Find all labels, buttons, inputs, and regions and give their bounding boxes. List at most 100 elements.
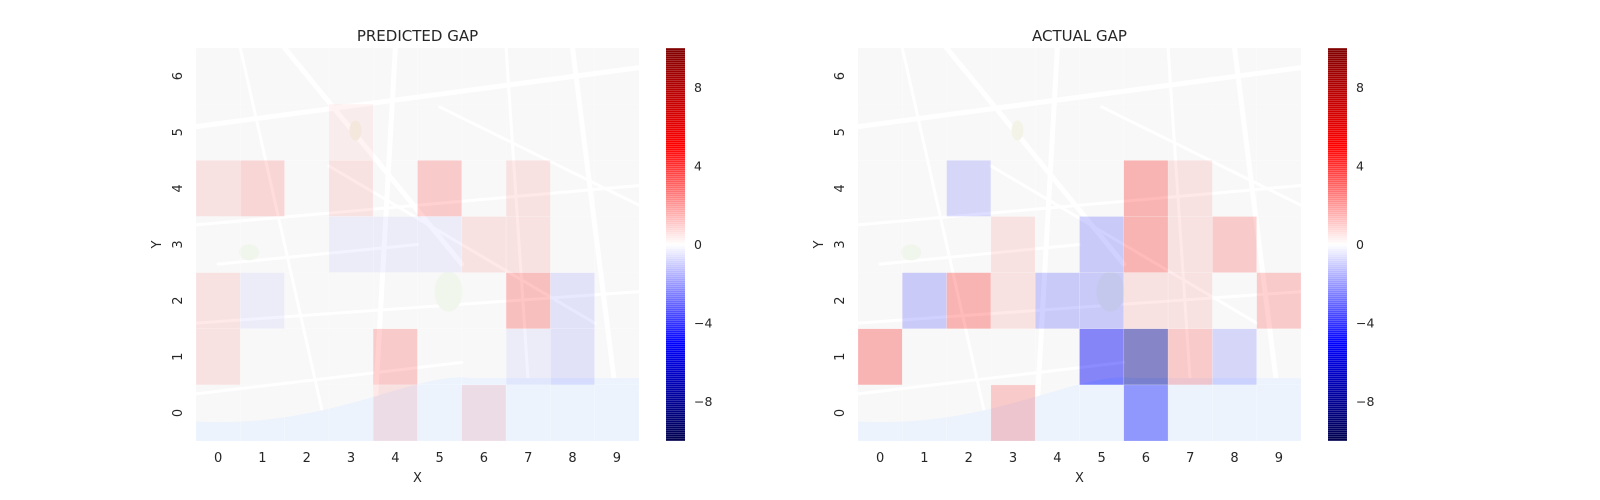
x-tick-label: 3: [1009, 451, 1017, 466]
colorbar-stripes: [1328, 48, 1347, 441]
heatmap-cell: [240, 216, 285, 273]
map-street: [194, 290, 641, 325]
heatmap-cell: [417, 47, 463, 105]
x-tick-label: 4: [391, 451, 399, 466]
heatmap-cell: [284, 160, 330, 217]
x-tick-label: 8: [1230, 451, 1238, 466]
heatmap-cell: [195, 47, 241, 105]
heatmap-cell: [550, 103, 595, 161]
map-street: [855, 65, 1304, 130]
map-street: [238, 46, 331, 443]
heatmap-cell: [284, 216, 330, 273]
map-street: [194, 184, 641, 227]
x-tick-label: 5: [1098, 451, 1106, 466]
y-tick-label: 5: [171, 128, 186, 136]
colorbar: −8 −4 0 4 8: [666, 48, 712, 441]
map-river: [196, 377, 639, 441]
heatmap-cell: [550, 272, 595, 329]
colorbar-tick-label: −8: [694, 394, 712, 409]
heatmap-cell: [284, 384, 330, 442]
heatmap-cell: [902, 328, 947, 386]
heatmap-cell: [372, 103, 418, 161]
heatmap-cell: [328, 328, 374, 386]
heatmap-cell: [1123, 272, 1169, 329]
heatmap-cell: [195, 103, 241, 161]
x-tick-label: 9: [613, 451, 621, 466]
heatmap-cell: [946, 160, 992, 217]
heatmap-cell: [594, 47, 640, 105]
heatmap-cell: [372, 47, 418, 105]
heatmap-cell: [1167, 272, 1213, 329]
heatmap-cell: [990, 384, 1036, 442]
y-tick-label: 2: [171, 297, 186, 305]
x-tick-label: 1: [920, 451, 928, 466]
heatmap-cell: [1212, 384, 1257, 442]
heatmap-cell: [990, 272, 1036, 329]
x-tick-label: 7: [524, 451, 532, 466]
map-street: [856, 360, 1126, 396]
heatmap-cell: [195, 328, 241, 386]
heatmap-cell: [1034, 384, 1080, 442]
heatmap-cell: [417, 160, 463, 217]
map-street: [193, 65, 642, 130]
y-tick-label: 3: [171, 240, 186, 248]
map-street: [1232, 45, 1282, 405]
colorbar-tick-label: 8: [694, 80, 702, 95]
map-park: [239, 244, 260, 261]
x-tick-label: 6: [1142, 451, 1150, 466]
heatmap-cell: [1256, 384, 1302, 442]
x-tick-label: 0: [214, 451, 222, 466]
map-park: [901, 244, 922, 261]
heatmap-cell: [946, 384, 992, 442]
x-axis-label: X: [1075, 471, 1084, 486]
x-tick-label: 1: [258, 451, 266, 466]
heatmap-cell: [1167, 384, 1213, 442]
x-tick-label: 3: [347, 451, 355, 466]
y-tick-label: 0: [833, 409, 848, 417]
heatmap-cell: [195, 160, 241, 217]
map-street: [856, 290, 1303, 325]
heatmap-cell: [195, 272, 241, 329]
map-park: [349, 120, 362, 141]
heatmap-cell: [240, 272, 285, 329]
colorbar-tick-label: 0: [694, 237, 702, 252]
heatmap-cell: [550, 328, 595, 386]
heatmap-cell: [1212, 272, 1257, 329]
heatmap-cell: [594, 384, 640, 442]
x-tick-label: 4: [1053, 451, 1061, 466]
map-street: [1100, 105, 1303, 207]
heatmap-cell: [1256, 272, 1302, 329]
map-street: [1032, 45, 1060, 444]
heatmap-cell: [857, 328, 903, 386]
heatmap-cell: [461, 103, 507, 161]
y-tick-label: 4: [833, 184, 848, 192]
colorbar-tick-label: −4: [1356, 316, 1374, 331]
heatmap-cell: [946, 47, 992, 105]
heatmap-cell: [990, 47, 1036, 105]
heatmap-cell: [857, 103, 903, 161]
x-axis-label: X: [413, 471, 422, 486]
chart-title: ACTUAL GAP: [1032, 27, 1127, 45]
heatmap-cell: [1212, 328, 1257, 386]
heatmap-cell: [1256, 47, 1302, 105]
heatmap-cell: [550, 384, 595, 442]
heatmap-cells: [857, 47, 1302, 442]
colorbar-tick-label: 0: [1356, 237, 1364, 252]
heatmap-cell: [857, 47, 903, 105]
x-tick-label: 8: [568, 451, 576, 466]
y-axis-label: Y: [812, 240, 827, 249]
heatmap-cell: [594, 103, 640, 161]
heatmap-cell: [328, 103, 374, 161]
colorbar-tick-label: −4: [694, 316, 712, 331]
heatmap-cell: [1256, 160, 1302, 217]
y-tick-label: 5: [833, 128, 848, 136]
heatmap-cell: [902, 103, 947, 161]
heatmap-cell: [946, 328, 992, 386]
heatmap-cell: [505, 47, 551, 105]
map-street: [989, 164, 1259, 325]
heatmap-cell: [240, 47, 285, 105]
colorbar: −8 −4 0 4 8: [1328, 48, 1374, 441]
heatmap-cell: [1167, 216, 1213, 273]
